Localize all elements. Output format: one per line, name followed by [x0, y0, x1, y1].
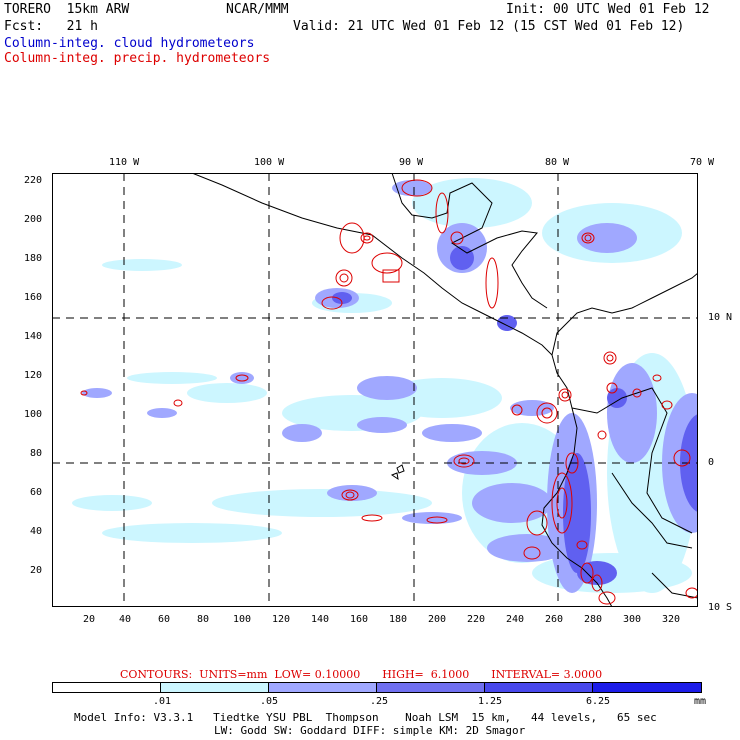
x-tick-280: 280 — [584, 614, 603, 625]
legend-label-1: .05 — [260, 696, 279, 707]
x-tick-40: 40 — [119, 614, 132, 625]
x-tick-220: 220 — [467, 614, 486, 625]
x-tick-320: 320 — [662, 614, 681, 625]
x-tick-20: 20 — [83, 614, 96, 625]
lat-label-10n: 10 N — [708, 312, 733, 323]
lat-label-10s: 10 S — [708, 602, 733, 613]
x-tick-300: 300 — [623, 614, 642, 625]
y-tick-20: 20 — [30, 565, 43, 576]
lat-label-0: 0 — [708, 457, 715, 468]
legend-label-2: .25 — [370, 696, 389, 707]
legend-swatch-3 — [377, 683, 485, 692]
x-tick-240: 240 — [506, 614, 525, 625]
x-tick-120: 120 — [272, 614, 291, 625]
y-tick-60: 60 — [30, 487, 43, 498]
init-time: Init: 00 UTC Wed 01 Feb 12 — [506, 2, 710, 17]
lon-label-70w: 70 W — [690, 157, 715, 168]
x-tick-140: 140 — [311, 614, 330, 625]
y-tick-40: 40 — [30, 526, 43, 537]
y-tick-100: 100 — [24, 409, 43, 420]
lon-label-90w: 90 W — [399, 157, 424, 168]
contour-interval: INTERVAL= 3.0000 — [491, 668, 603, 681]
cloud-shading-dark — [332, 246, 698, 585]
model-name: TORERO 15km ARW — [4, 2, 130, 17]
y-tick-180: 180 — [24, 253, 43, 264]
x-tick-60: 60 — [158, 614, 171, 625]
x-tick-160: 160 — [350, 614, 369, 625]
lat-lon-grid — [52, 173, 698, 607]
contour-high: HIGH= 6.1000 — [382, 668, 470, 681]
organization: NCAR/MMM — [226, 2, 289, 17]
legend-swatch-2 — [269, 683, 377, 692]
legend-label-0: .01 — [153, 696, 172, 707]
y-tick-220: 220 — [24, 175, 43, 186]
valid-time: Valid: 21 UTC Wed 01 Feb 12 (15 CST Wed … — [293, 19, 685, 34]
lon-label-80w: 80 W — [545, 157, 570, 168]
precip-field-label: Column-integ. precip. hydrometeors — [4, 51, 271, 66]
y-tick-120: 120 — [24, 370, 43, 381]
contour-info: CONTOURS: UNITS=mm LOW= 0.10000 HIGH= 6.1… — [120, 668, 624, 681]
legend-label-4: 6.25 — [586, 696, 611, 707]
legend-unit: mm — [694, 696, 707, 707]
legend-swatch-4 — [485, 683, 593, 692]
x-tick-200: 200 — [428, 614, 447, 625]
x-tick-260: 260 — [545, 614, 564, 625]
forecast-hour: Fcst: 21 h — [4, 19, 98, 34]
y-tick-140: 140 — [24, 331, 43, 342]
y-tick-80: 80 — [30, 448, 43, 459]
model-info-line2: LW: Godd SW: Goddard DIFF: simple KM: 2D… — [214, 724, 526, 737]
legend-swatch-1 — [161, 683, 269, 692]
model-info-line1: Model Info: V3.3.1 Tiedtke YSU PBL Thomp… — [74, 711, 657, 724]
contour-label: CONTOURS: UNITS=mm LOW= 0.10000 — [120, 668, 361, 681]
x-tick-180: 180 — [389, 614, 408, 625]
precip-contours — [80, 179, 698, 605]
cloud-field-label: Column-integ. cloud hydrometeors — [4, 36, 255, 51]
lon-label-100w: 100 W — [254, 157, 285, 168]
legend-swatch-5 — [593, 683, 701, 692]
map-frame — [52, 173, 698, 607]
lon-label-110w: 110 W — [109, 157, 140, 168]
legend-label-3: 1.25 — [478, 696, 503, 707]
y-tick-200: 200 — [24, 214, 43, 225]
x-tick-100: 100 — [233, 614, 252, 625]
y-tick-160: 160 — [24, 292, 43, 303]
x-tick-80: 80 — [197, 614, 210, 625]
coastlines — [191, 173, 698, 607]
legend-swatch-0 — [53, 683, 161, 692]
legend-color-bar — [52, 682, 702, 693]
forecast-map — [52, 173, 698, 607]
